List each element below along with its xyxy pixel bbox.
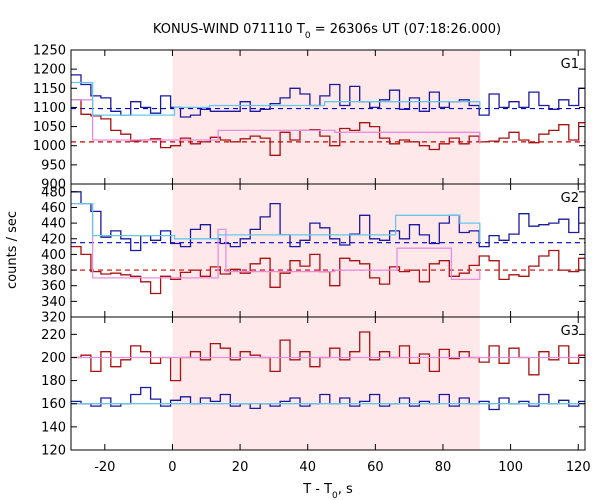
g1-y-tick-label: 1000 [33, 139, 66, 154]
g2-low-fit-line [71, 202, 481, 281]
g2-panel-label: G2 [561, 191, 579, 206]
g1-highlight-interval [172, 50, 480, 184]
x-tick-label: 80 [435, 460, 452, 475]
g2-y-tick-label: 460 [41, 201, 66, 216]
g3-highlight-interval [172, 317, 480, 450]
g1-low-channel-lightcurve [71, 99, 585, 156]
x-tick-label: 40 [299, 460, 316, 475]
x-axis-label: T - T0, s [302, 482, 353, 500]
g3-y-tick-label: 140 [41, 420, 66, 435]
g3-low-channel-lightcurve [71, 331, 585, 382]
g1-y-tick-label: 950 [41, 158, 66, 173]
g3-y-tick-label: 160 [41, 397, 66, 412]
g2-low-channel-lightcurve [71, 245, 585, 295]
g2-high-fit-line [71, 202, 481, 243]
plot-area: 900950100010501100115012001250G132034036… [33, 44, 591, 476]
g2-y-tick-label: 440 [41, 217, 66, 232]
g3-y-tick-label: 200 [41, 351, 66, 366]
g1-y-tick-label: 900 [41, 178, 66, 193]
x-tick-label: 60 [367, 460, 384, 475]
g3-y-tick-label: 180 [41, 374, 66, 389]
g2-y-tick-label: 420 [41, 232, 66, 247]
g3-high-channel-lightcurve [71, 386, 585, 411]
g2-y-tick-label: 380 [41, 264, 66, 279]
x-tick-label: 20 [232, 460, 249, 475]
chart-title: KONUS-WIND 071110 T0 = 26306s UT (07:18:… [153, 22, 501, 41]
g1-high-fit-line [71, 81, 481, 116]
g1-y-tick-label: 1050 [33, 120, 66, 135]
g1-panel-label: G1 [561, 57, 579, 72]
g3-y-tick-label: 120 [41, 444, 66, 459]
g1-y-tick-label: 1150 [33, 82, 66, 97]
x-tick-label: -20 [94, 460, 115, 475]
g3-panel-label: G3 [561, 324, 579, 339]
g2-y-tick-label: 340 [41, 295, 66, 310]
x-tick-label: 100 [498, 460, 523, 475]
g1-y-tick-label: 1200 [33, 63, 66, 78]
g2-y-tick-label: 360 [41, 279, 66, 294]
x-tick-label: 120 [566, 460, 591, 475]
y-axis-label: counts / sec [5, 211, 20, 289]
g2-y-tick-label: 400 [41, 248, 66, 263]
g2-highlight-interval [172, 184, 480, 317]
g1-y-tick-label: 1100 [33, 101, 66, 116]
g1-y-tick-label: 1250 [33, 44, 66, 59]
x-tick-label: 0 [168, 460, 176, 475]
g2-y-tick-label: 480 [41, 185, 66, 200]
g3-y-tick-label: 220 [41, 328, 66, 343]
g2-y-tick-label: 320 [41, 311, 66, 326]
g3-panel-frame [70, 316, 586, 451]
